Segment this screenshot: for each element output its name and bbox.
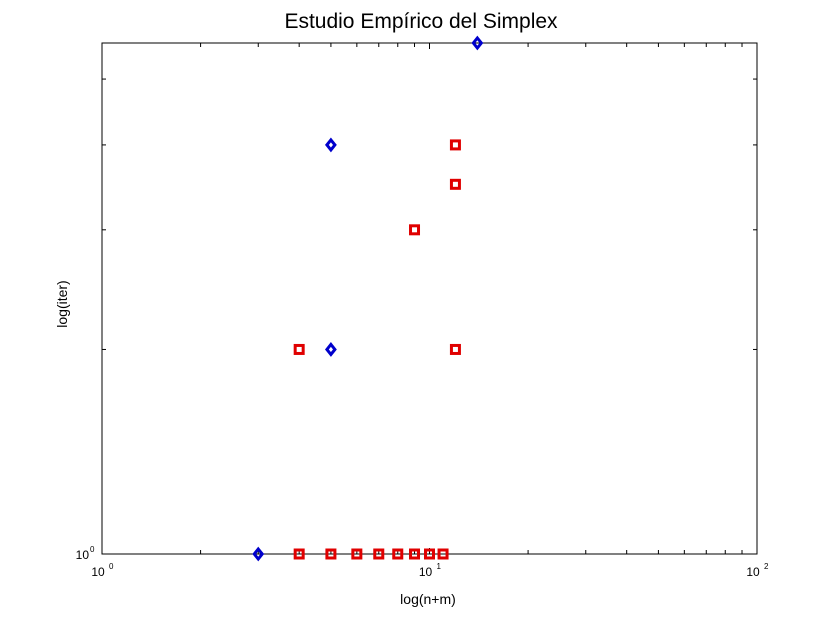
data-point-diamond xyxy=(252,546,265,562)
y-tick-labels: 10 0 xyxy=(76,545,95,562)
data-markers xyxy=(252,35,484,562)
data-point-square xyxy=(449,178,461,190)
data-point-square xyxy=(409,548,421,560)
data-point-square xyxy=(449,343,461,355)
data-point-square xyxy=(293,548,305,560)
plot-background xyxy=(102,43,757,554)
x-tick-label: 10 xyxy=(746,565,760,579)
x-tick-labels: 10 0 10 1 10 2 xyxy=(91,562,769,579)
x-tick-label-exponent: 1 xyxy=(437,562,442,571)
plot-frame xyxy=(101,42,758,555)
y-tick-label-exponent: 0 xyxy=(90,545,95,554)
data-point-square xyxy=(409,224,421,236)
data-point-square xyxy=(392,548,404,560)
data-point-square xyxy=(325,548,337,560)
data-point-square xyxy=(449,139,461,151)
data-point-square xyxy=(437,548,449,560)
x-tick-label: 10 xyxy=(419,565,433,579)
data-point-diamond xyxy=(324,137,337,153)
data-point-square xyxy=(424,548,435,560)
y-tick-label: 10 xyxy=(76,548,90,562)
x-tick-label: 10 xyxy=(91,565,105,579)
data-point-diamond xyxy=(471,35,484,51)
x-axis-label: log(n+m) xyxy=(400,591,456,607)
chart-title: Estudio Empírico del Simplex xyxy=(284,10,558,33)
x-tick-label-exponent: 2 xyxy=(764,562,769,571)
minor-ticks xyxy=(101,43,757,554)
data-point-square xyxy=(293,343,305,355)
y-axis-label: log(iter) xyxy=(54,280,70,327)
data-point-diamond xyxy=(324,342,337,357)
data-point-square xyxy=(351,548,363,560)
x-tick-label-exponent: 0 xyxy=(109,562,114,571)
data-point-square xyxy=(373,548,385,560)
